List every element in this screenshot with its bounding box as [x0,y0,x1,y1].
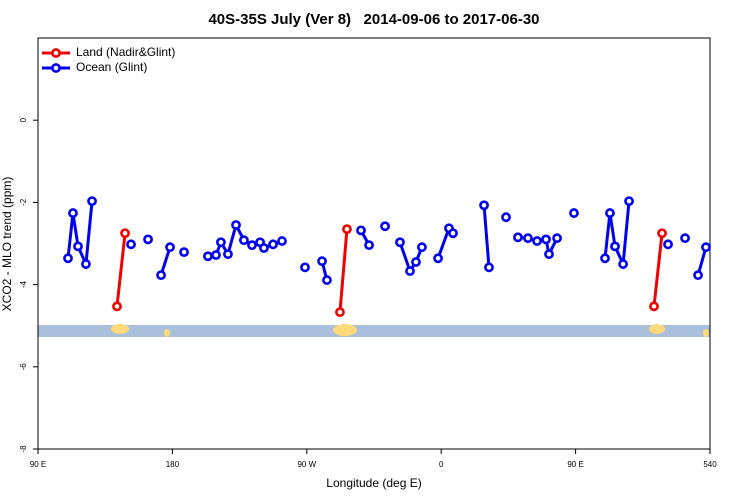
point [165,242,175,253]
point [239,235,249,246]
point [680,233,690,244]
x-tick-label: 90 E [30,460,46,469]
point [405,266,415,276]
point [544,249,554,260]
map-strip [38,324,710,337]
point [63,253,73,264]
legend-marker [51,63,61,73]
land-blob [649,324,665,334]
point [81,259,91,269]
point [317,256,327,267]
land-blob [164,329,170,337]
point [268,239,278,250]
point [223,249,233,260]
point [380,221,390,232]
point [342,224,352,235]
x-tick-label: 90 E [567,460,583,469]
land-blob [333,324,357,336]
y-tick-label: -8 [19,445,28,453]
land-blob [703,329,709,337]
point [395,237,405,248]
point [479,200,489,211]
point [605,208,615,218]
point [68,208,78,218]
y-tick-label: -2 [19,198,28,206]
x-tick-label: 0 [439,460,444,469]
point [179,247,189,258]
point [156,270,166,281]
point [216,237,226,248]
legend-marker [51,48,61,58]
legend-label: Ocean (Glint) [76,60,147,74]
series-line [115,228,664,313]
point [211,250,221,260]
point [433,253,443,264]
y-tick-label: 0 [19,117,28,122]
point [663,239,673,250]
point [126,239,136,250]
y-tick-label: -4 [19,280,28,288]
point [501,212,511,223]
point [417,242,427,253]
point [120,228,130,239]
chart-title: 40S-35S July (Ver 8) 2014-09-06 to 2017-… [208,11,539,28]
point [600,253,610,264]
point [322,275,332,285]
point [701,242,711,253]
land-blob [111,324,129,334]
point [624,196,634,207]
point [203,251,213,262]
point [112,301,122,312]
point [87,196,97,207]
point [610,241,620,252]
point [231,220,241,230]
point [448,228,458,239]
point [247,240,257,251]
point [649,301,659,312]
point [532,236,542,246]
point [364,240,374,251]
point [541,234,551,245]
point [259,243,269,253]
point [484,262,494,273]
x-tick-label: 540 [703,460,717,469]
legend-label: Land (Nadir&Glint) [76,45,175,59]
x-axis-label: Longitude (deg E) [326,476,421,490]
y-axis-label: XCO2 - MLO trend (ppm) [0,177,14,312]
point [277,236,287,246]
point [143,234,153,245]
x-tick-label: 180 [166,460,180,469]
point [569,208,579,218]
point [300,262,310,273]
point [335,307,345,318]
point [513,232,523,243]
y-tick-label: -6 [19,363,28,371]
plot-frame [37,37,711,450]
point [693,270,703,281]
point [356,225,366,236]
point [657,228,667,239]
point [618,259,628,269]
point [411,257,421,267]
point [552,233,562,244]
point [73,241,83,252]
x-tick-label: 90 W [297,460,316,469]
point [523,233,533,244]
ocean-band [38,325,710,337]
